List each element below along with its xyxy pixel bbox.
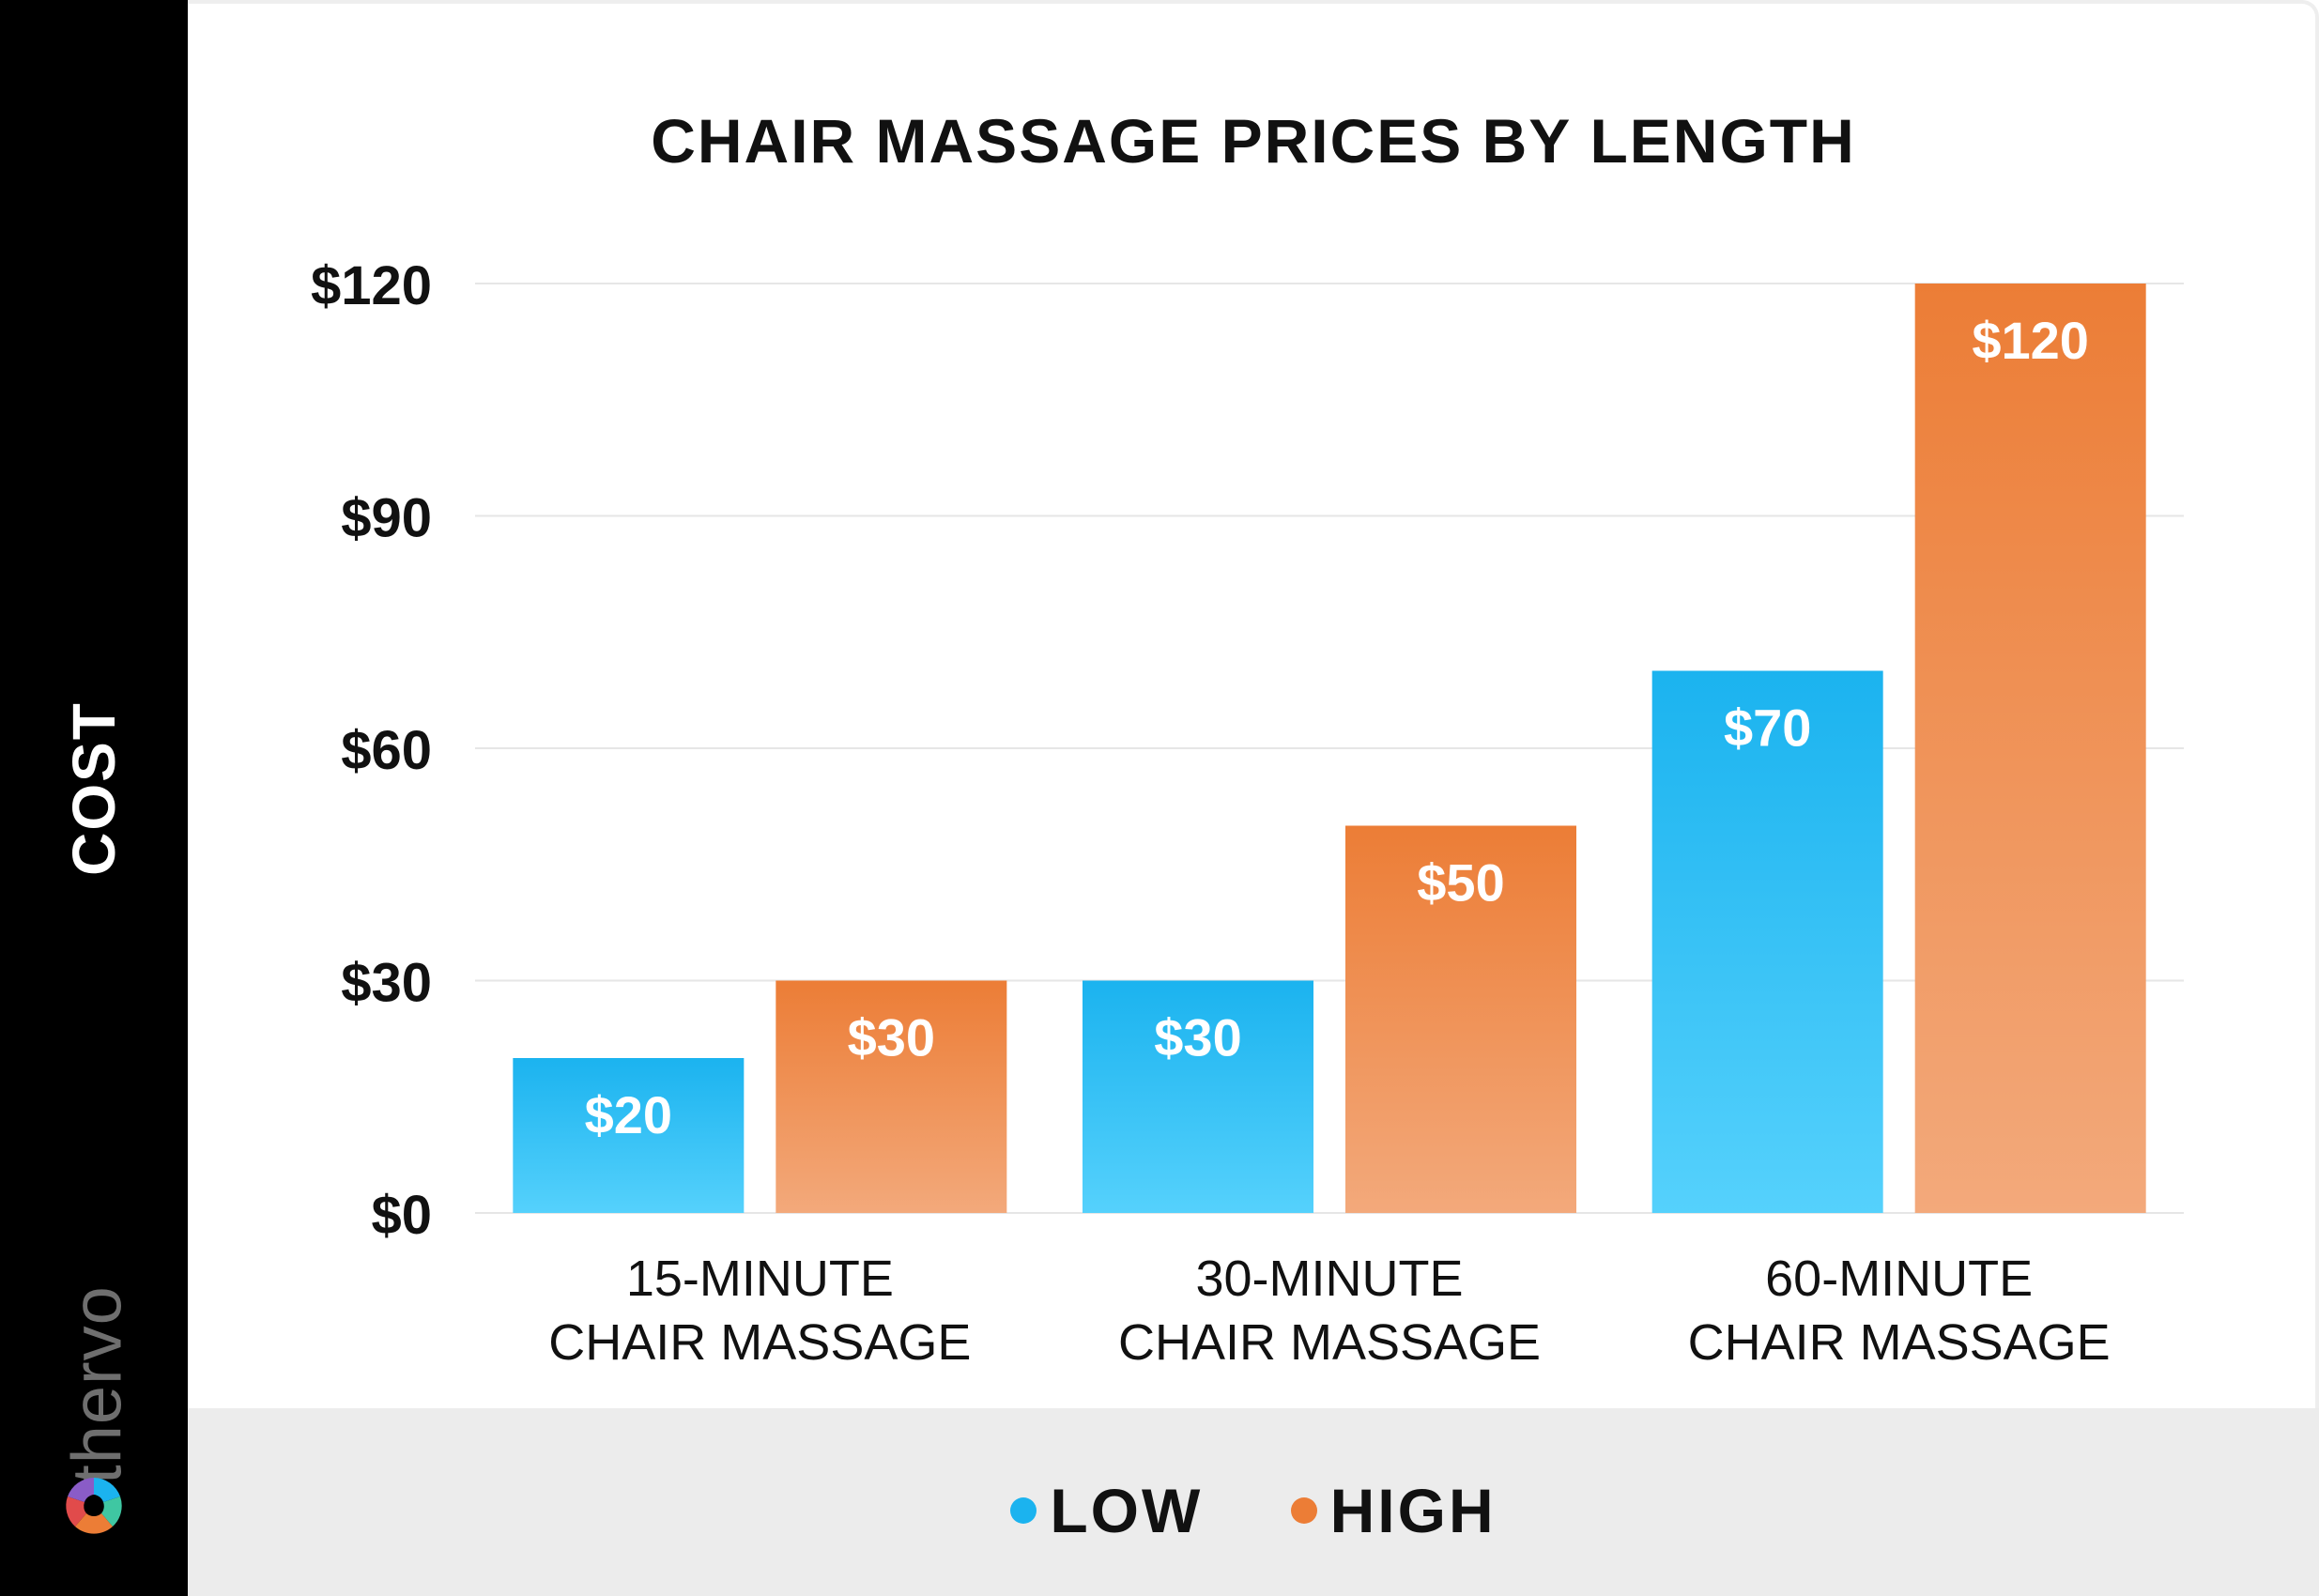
x-tick-label: 60-MINUTE [1765,1251,2033,1307]
data-label: $120 [1972,311,2089,370]
legend-label-high: HIGH [1329,1476,1497,1545]
y-tick-label: $0 [371,1185,432,1246]
bar-high [1914,284,2146,1213]
sidebar: COST thervo [0,0,188,1596]
y-tick-label: $120 [311,255,432,316]
bar-chart: $0 $30 $60 $90 $120 $20 $30 15-MINUTE CHAIR MASS… [311,255,2184,1371]
legend: LOW HIGH [188,1466,2319,1546]
legend-item-low: LOW [1010,1475,1203,1546]
bar-low [1651,670,1883,1213]
data-label: $30 [848,1008,935,1067]
y-tick-label: $60 [341,720,432,781]
legend-bar: LOW HIGH [188,1408,2319,1596]
logo-icon [66,1478,122,1534]
legend-item-high: HIGH [1290,1475,1497,1546]
x-tick-label: CHAIR MASSAGE [548,1314,971,1371]
chart-title: CHAIR MASSAGE PRICES BY LENGTH [651,106,1856,176]
data-label: $30 [1154,1008,1241,1067]
y-tick-label: $90 [341,488,432,549]
bar-high [776,980,1007,1213]
x-tick-label: 15-MINUTE [626,1251,894,1307]
data-label: $20 [585,1085,672,1144]
bar-low [513,1058,745,1213]
x-tick-label: 30-MINUTE [1195,1251,1463,1307]
data-label: $70 [1724,698,1811,758]
legend-dot-low [1010,1497,1037,1524]
legend-label-low: LOW [1050,1476,1204,1545]
x-tick-label: CHAIR MASSAGE [1118,1314,1541,1371]
x-tick-label: CHAIR MASSAGE [1688,1314,2111,1371]
bar-high [1345,825,1576,1213]
y-tick-label: $30 [341,953,432,1014]
bar-low [1083,980,1313,1213]
data-label: $50 [1417,853,1504,913]
legend-dot-high [1290,1497,1317,1524]
